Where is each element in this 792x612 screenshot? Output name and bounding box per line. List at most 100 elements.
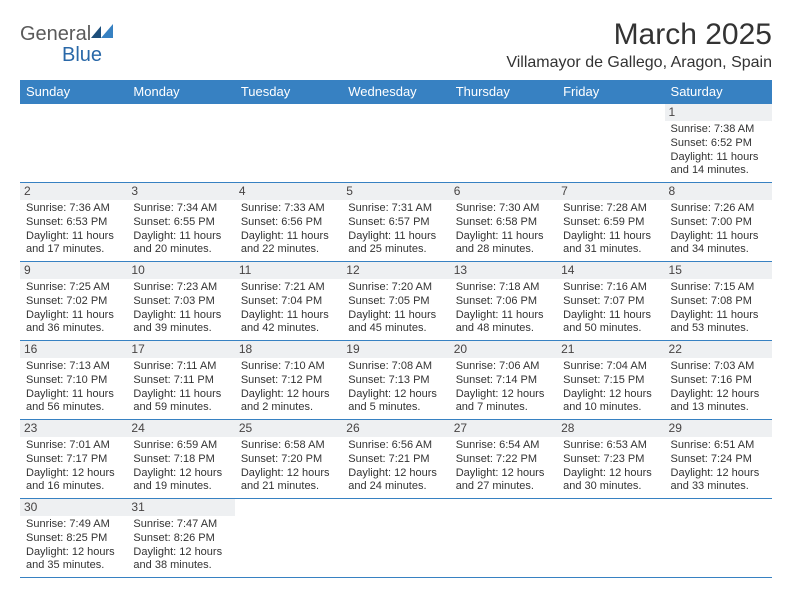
day-number: 19: [342, 341, 449, 358]
sunset-line: Sunset: 7:14 PM: [456, 374, 551, 388]
day-info: Sunrise: 7:26 AMSunset: 7:00 PMDaylight:…: [669, 202, 768, 257]
calendar-cell: 4Sunrise: 7:33 AMSunset: 6:56 PMDaylight…: [235, 183, 342, 262]
weekday-header: Saturday: [665, 80, 772, 104]
calendar-row: 23Sunrise: 7:01 AMSunset: 7:17 PMDayligh…: [20, 420, 772, 499]
sunset-line: Sunset: 8:26 PM: [133, 532, 228, 546]
calendar-cell: [665, 499, 772, 578]
calendar-cell: 2Sunrise: 7:36 AMSunset: 6:53 PMDaylight…: [20, 183, 127, 262]
weekday-header-row: Sunday Monday Tuesday Wednesday Thursday…: [20, 80, 772, 104]
sunset-line: Sunset: 7:05 PM: [348, 295, 443, 309]
day-info: Sunrise: 7:15 AMSunset: 7:08 PMDaylight:…: [669, 281, 768, 336]
sunrise-line: Sunrise: 7:34 AM: [133, 202, 228, 216]
day-info: Sunrise: 6:53 AMSunset: 7:23 PMDaylight:…: [561, 439, 660, 494]
daylight-line: Daylight: 12 hours and 33 minutes.: [671, 467, 766, 495]
day-info: Sunrise: 7:38 AMSunset: 6:52 PMDaylight:…: [669, 123, 768, 178]
daylight-line: Daylight: 12 hours and 13 minutes.: [671, 388, 766, 416]
sunset-line: Sunset: 7:03 PM: [133, 295, 228, 309]
calendar-cell: 21Sunrise: 7:04 AMSunset: 7:15 PMDayligh…: [557, 341, 664, 420]
calendar-cell: 26Sunrise: 6:56 AMSunset: 7:21 PMDayligh…: [342, 420, 449, 499]
sunset-line: Sunset: 6:55 PM: [133, 216, 228, 230]
calendar-cell: 16Sunrise: 7:13 AMSunset: 7:10 PMDayligh…: [20, 341, 127, 420]
daylight-line: Daylight: 12 hours and 2 minutes.: [241, 388, 336, 416]
sunrise-line: Sunrise: 7:33 AM: [241, 202, 336, 216]
day-number: 28: [557, 420, 664, 437]
calendar-cell: [557, 499, 664, 578]
daylight-line: Daylight: 11 hours and 42 minutes.: [241, 309, 336, 337]
sunset-line: Sunset: 7:17 PM: [26, 453, 121, 467]
sunrise-line: Sunrise: 7:31 AM: [348, 202, 443, 216]
sunrise-line: Sunrise: 7:21 AM: [241, 281, 336, 295]
day-number: 29: [665, 420, 772, 437]
calendar-cell: 7Sunrise: 7:28 AMSunset: 6:59 PMDaylight…: [557, 183, 664, 262]
sunrise-line: Sunrise: 6:56 AM: [348, 439, 443, 453]
calendar-cell: 10Sunrise: 7:23 AMSunset: 7:03 PMDayligh…: [127, 262, 234, 341]
day-info: Sunrise: 6:51 AMSunset: 7:24 PMDaylight:…: [669, 439, 768, 494]
day-info: Sunrise: 6:58 AMSunset: 7:20 PMDaylight:…: [239, 439, 338, 494]
sunrise-line: Sunrise: 7:30 AM: [456, 202, 551, 216]
day-number: 11: [235, 262, 342, 279]
sunset-line: Sunset: 7:15 PM: [563, 374, 658, 388]
calendar-cell: [450, 104, 557, 183]
calendar-row: 9Sunrise: 7:25 AMSunset: 7:02 PMDaylight…: [20, 262, 772, 341]
sunset-line: Sunset: 7:16 PM: [671, 374, 766, 388]
sunset-line: Sunset: 6:56 PM: [241, 216, 336, 230]
daylight-line: Daylight: 11 hours and 39 minutes.: [133, 309, 228, 337]
month-title: March 2025: [506, 18, 772, 52]
daylight-line: Daylight: 11 hours and 50 minutes.: [563, 309, 658, 337]
calendar-cell: 6Sunrise: 7:30 AMSunset: 6:58 PMDaylight…: [450, 183, 557, 262]
calendar-row: 1Sunrise: 7:38 AMSunset: 6:52 PMDaylight…: [20, 104, 772, 183]
daylight-line: Daylight: 12 hours and 21 minutes.: [241, 467, 336, 495]
weekday-header: Monday: [127, 80, 234, 104]
sunrise-line: Sunrise: 7:11 AM: [133, 360, 228, 374]
daylight-line: Daylight: 12 hours and 5 minutes.: [348, 388, 443, 416]
calendar-cell: 24 Sunrise: 6:59 AMSunset: 7:18 PMDayligh…: [127, 420, 234, 499]
sunset-line: Sunset: 6:58 PM: [456, 216, 551, 230]
day-info: Sunrise: 7:36 AMSunset: 6:53 PMDaylight:…: [24, 202, 123, 257]
daylight-line: Daylight: 12 hours and 19 minutes.: [133, 467, 228, 495]
calendar-cell: 5 Sunrise: 7:31 AMSunset: 6:57 PMDaylight…: [342, 183, 449, 262]
sunrise-line: Sunrise: 7:06 AM: [456, 360, 551, 374]
daylight-line: Daylight: 11 hours and 45 minutes.: [348, 309, 443, 337]
calendar-cell: 17Sunrise: 7:11 AMSunset: 7:11 PMDayligh…: [127, 341, 234, 420]
day-info: Sunrise: 7:30 AMSunset: 6:58 PMDaylight:…: [454, 202, 553, 257]
day-info: Sunrise: 7:06 AMSunset: 7:14 PMDaylight:…: [454, 360, 553, 415]
weekday-header: Tuesday: [235, 80, 342, 104]
calendar-cell: 31 Sunrise: 7:47 AMSunset: 8:26 PMDayligh…: [127, 499, 234, 578]
daylight-line: Daylight: 11 hours and 25 minutes.: [348, 230, 443, 258]
sunset-line: Sunset: 7:08 PM: [671, 295, 766, 309]
calendar-cell: [235, 104, 342, 183]
daylight-line: Daylight: 11 hours and 14 minutes.: [671, 151, 766, 179]
calendar-cell: [450, 499, 557, 578]
day-number: 31: [127, 499, 234, 516]
day-info: Sunrise: 7:04 AMSunset: 7:15 PMDaylight:…: [561, 360, 660, 415]
sunrise-line: Sunrise: 7:01 AM: [26, 439, 121, 453]
day-number: 3: [127, 183, 234, 200]
calendar-row: 30Sunrise: 7:49 AMSunset: 8:25 PMDayligh…: [20, 499, 772, 578]
day-number: 15: [665, 262, 772, 279]
calendar-cell: [127, 104, 234, 183]
sunrise-line: Sunrise: 7:28 AM: [563, 202, 658, 216]
day-info: Sunrise: 7:31 AMSunset: 6:57 PMDaylight:…: [346, 202, 445, 257]
day-info: Sunrise: 7:47 AMSunset: 8:26 PMDaylight:…: [131, 518, 230, 573]
header: General Blue March 2025 Villamayor de Ga…: [20, 18, 772, 72]
calendar-cell: 25Sunrise: 6:58 AMSunset: 7:20 PMDayligh…: [235, 420, 342, 499]
sunset-line: Sunset: 7:04 PM: [241, 295, 336, 309]
day-info: Sunrise: 7:18 AMSunset: 7:06 PMDaylight:…: [454, 281, 553, 336]
sunset-line: Sunset: 7:22 PM: [456, 453, 551, 467]
sunset-line: Sunset: 7:00 PM: [671, 216, 766, 230]
daylight-line: Daylight: 11 hours and 53 minutes.: [671, 309, 766, 337]
location: Villamayor de Gallego, Aragon, Spain: [506, 54, 772, 72]
weekday-header: Thursday: [450, 80, 557, 104]
day-info: Sunrise: 7:49 AMSunset: 8:25 PMDaylight:…: [24, 518, 123, 573]
daylight-line: Daylight: 12 hours and 10 minutes.: [563, 388, 658, 416]
calendar-cell: [342, 104, 449, 183]
day-number: 5: [342, 183, 449, 200]
day-number: 26: [342, 420, 449, 437]
sunset-line: Sunset: 7:20 PM: [241, 453, 336, 467]
daylight-line: Daylight: 11 hours and 56 minutes.: [26, 388, 121, 416]
daylight-line: Daylight: 11 hours and 59 minutes.: [133, 388, 228, 416]
calendar-cell: [235, 499, 342, 578]
day-number: 7: [557, 183, 664, 200]
day-info: Sunrise: 6:59 AMSunset: 7:18 PMDaylight:…: [131, 439, 230, 494]
day-number: 24: [127, 420, 234, 437]
